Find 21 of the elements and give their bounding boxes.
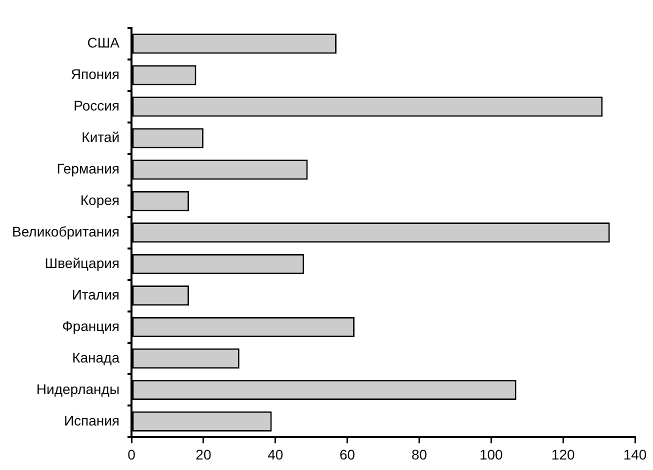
- y-tick-label: Россия: [74, 98, 120, 114]
- y-tick-label: Корея: [80, 192, 120, 208]
- x-tick-label: 100: [479, 446, 504, 462]
- y-tick-label: США: [87, 34, 120, 51]
- x-tick-label: 40: [268, 446, 284, 462]
- x-tick-label: 20: [196, 446, 212, 462]
- y-tick-label: Германия: [56, 160, 120, 177]
- y-tick-label: Китай: [82, 129, 120, 146]
- x-tick-label: 80: [411, 446, 428, 462]
- y-tick-label: Великобритания: [12, 223, 120, 240]
- y-tick-label: Нидерланды: [36, 380, 120, 397]
- x-tick-label: 0: [128, 446, 136, 462]
- y-tick-label: Канада: [72, 349, 120, 366]
- y-tick-label: Япония: [70, 66, 120, 82]
- y-tick-label: Испания: [64, 412, 120, 428]
- y-tick-label: Италия: [72, 286, 120, 302]
- x-tick-label: 140: [623, 446, 647, 462]
- x-tick-label: 120: [551, 446, 575, 462]
- y-tick-label: Швейцария: [44, 254, 120, 271]
- x-tick-label: 60: [340, 446, 356, 462]
- y-tick-label: Франция: [62, 318, 120, 334]
